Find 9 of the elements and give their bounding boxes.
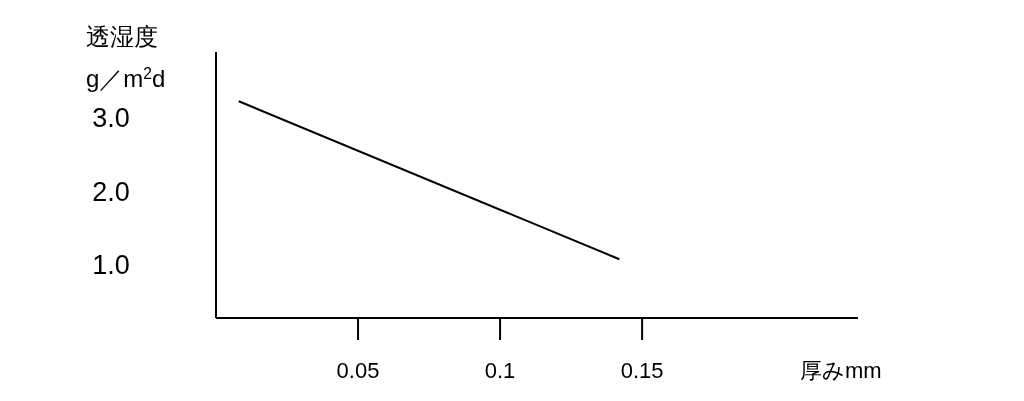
x-tick-label: 0.15 <box>620 358 664 383</box>
y-tick-label: 2.0 <box>92 176 130 207</box>
y-tick-label: 1.0 <box>92 250 130 281</box>
xlabel: 厚みmm <box>800 358 882 383</box>
x-tick-label: 0.1 <box>484 358 516 383</box>
x-tick-label: 0.05 <box>336 358 380 383</box>
title: 透湿度 <box>86 23 158 50</box>
y-tick-label: 3.0 <box>92 103 130 134</box>
ylabel: g／m$^{2}$d <box>86 64 166 92</box>
